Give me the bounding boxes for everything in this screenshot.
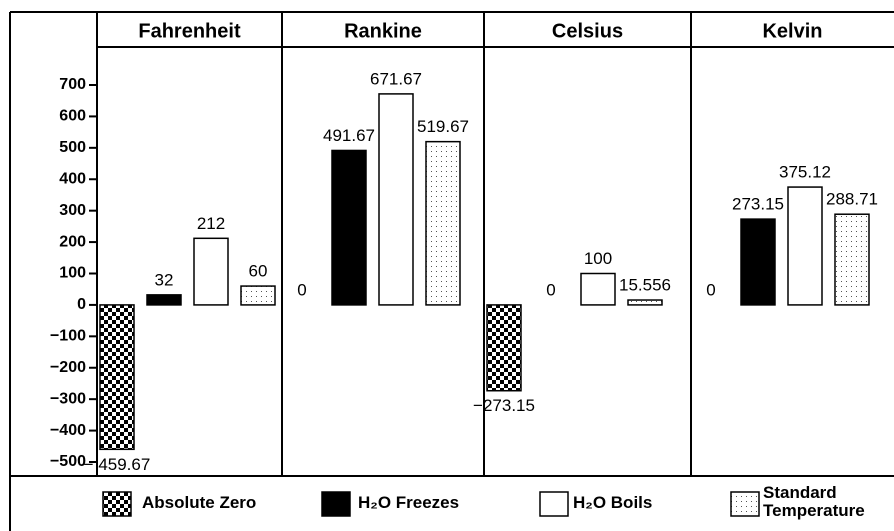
value-label: 0 <box>297 280 306 299</box>
bar <box>146 294 182 306</box>
bar <box>240 285 276 306</box>
panel-title: Rankine <box>344 20 422 42</box>
bar <box>331 149 367 306</box>
y-tick-label: 400 <box>59 170 86 187</box>
legend-swatch <box>321 491 351 517</box>
bar <box>834 213 870 306</box>
value-label: 519.67 <box>417 117 469 136</box>
value-label: 0 <box>706 280 715 299</box>
panel-title: Celsius <box>552 20 623 42</box>
y-tick-label: −500 <box>50 453 86 470</box>
y-tick-label: 100 <box>59 265 86 282</box>
value-label: 60 <box>249 262 268 281</box>
bar <box>580 272 616 306</box>
y-tick-label: −100 <box>50 328 86 345</box>
y-tick-label: 0 <box>77 296 86 313</box>
panel-title: Kelvin <box>762 20 822 42</box>
bar <box>740 218 776 306</box>
value-label: 491.67 <box>323 126 375 145</box>
legend-swatch <box>539 491 569 517</box>
legend-swatch <box>102 491 132 517</box>
bar <box>378 93 414 306</box>
value-label: 273.15 <box>732 195 784 214</box>
legend-swatch <box>730 491 760 517</box>
value-label: 212 <box>197 214 225 233</box>
bar <box>193 237 229 306</box>
bar <box>787 186 823 306</box>
y-tick-label: −300 <box>50 390 86 407</box>
panel-title: Fahrenheit <box>138 20 241 42</box>
y-tick-label: 500 <box>59 139 86 156</box>
y-tick-label: −200 <box>50 359 86 376</box>
value-label: 100 <box>584 249 612 268</box>
legend-label: Absolute Zero <box>142 493 257 512</box>
bar <box>425 140 461 306</box>
y-tick-label: 300 <box>59 202 86 219</box>
value-label: 288.71 <box>826 190 878 209</box>
legend-label: H₂O Boils <box>573 493 653 512</box>
value-label: 15.556 <box>619 276 671 295</box>
legend-label: Standard Temperature <box>763 483 865 520</box>
y-tick-label: 600 <box>59 108 86 125</box>
y-tick-label: 200 <box>59 233 86 250</box>
bar <box>486 304 522 392</box>
y-tick-label: 700 <box>59 76 86 93</box>
y-tick-label: −400 <box>50 422 86 439</box>
value-label: 671.67 <box>370 69 422 88</box>
value-label: 375.12 <box>779 163 831 182</box>
legend-label: H₂O Freezes <box>358 493 460 512</box>
value-label: 0 <box>546 280 555 299</box>
value-label: − 459.67 <box>84 455 151 474</box>
value-label: 32 <box>155 270 174 289</box>
value-label: −273.15 <box>473 396 535 415</box>
bar <box>627 299 663 306</box>
bar <box>99 304 135 451</box>
